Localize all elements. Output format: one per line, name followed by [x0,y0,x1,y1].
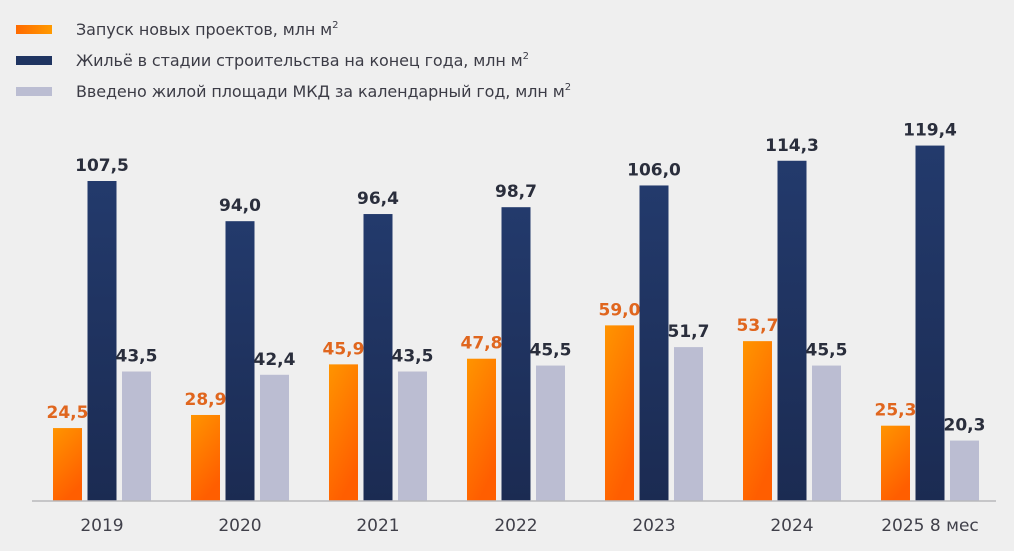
legend-label-under-construction: Жильё в стадии строительства на конец го… [76,51,529,70]
value-label-commissioned-6: 20,3 [944,416,986,436]
value-label-under-construction-1: 94,0 [219,196,261,216]
value-label-under-construction-3: 98,7 [495,182,537,202]
bar-commissioned-5 [812,365,841,501]
bar-new-projects-0 [53,428,82,501]
value-label-new-projects-2: 45,9 [323,339,365,359]
value-label-commissioned-5: 45,5 [806,341,848,361]
bar-under-construction-5 [777,160,807,502]
category-label-2: 2021 [356,516,399,536]
legend-item-under-construction: Жильё в стадии строительства на конец го… [16,45,571,76]
legend-item-commissioned: Введено жилой площади МКД за календарный… [16,76,571,107]
legend-label-commissioned: Введено жилой площади МКД за календарный… [76,82,571,101]
value-label-under-construction-0: 107,5 [75,156,129,176]
value-label-under-construction-5: 114,3 [765,136,819,156]
bar-commissioned-1 [260,374,289,501]
bar-new-projects-4 [605,325,634,501]
legend-swatch-under-construction [16,56,52,65]
bar-commissioned-6 [950,440,979,501]
category-labels-layer: 2019 2020 2021 2022 2023 2024 2025 8 мес [80,516,978,536]
legend-label-new-projects: Запуск новых проектов, млн м2 [76,20,339,39]
bar-commissioned-3 [536,365,565,501]
value-label-under-construction-4: 106,0 [627,160,681,180]
category-label-6: 2025 8 мес [881,516,979,536]
chart-legend: Запуск новых проектов, млн м2 Жильё в ст… [16,14,571,107]
bars-layer [53,145,979,502]
value-label-new-projects-1: 28,9 [185,390,227,410]
bar-under-construction-3 [501,207,531,501]
bar-new-projects-2 [329,364,358,501]
bar-commissioned-2 [398,371,427,501]
legend-swatch-new-projects [16,25,52,34]
category-label-5: 2024 [770,516,813,536]
value-label-new-projects-5: 53,7 [737,316,779,336]
bar-new-projects-3 [467,358,496,501]
value-labels-layer: 24,5 107,5 43,5 28,9 94,0 42,4 45,9 96,4 43,5 47,… [47,121,986,436]
bar-under-construction-4 [639,185,669,501]
value-label-under-construction-6: 119,4 [903,121,957,141]
category-label-0: 2019 [80,516,123,536]
value-label-commissioned-0: 43,5 [116,347,158,367]
value-label-commissioned-2: 43,5 [392,347,434,367]
legend-item-new-projects: Запуск новых проектов, млн м2 [16,14,571,45]
value-label-new-projects-3: 47,8 [461,334,503,354]
bar-new-projects-5 [743,341,772,501]
bar-under-construction-2 [363,214,393,501]
bar-commissioned-4 [674,347,703,501]
value-label-commissioned-4: 51,7 [668,322,710,342]
value-label-new-projects-0: 24,5 [47,403,89,423]
bar-under-construction-0 [87,181,117,501]
category-label-1: 2020 [218,516,261,536]
bar-new-projects-1 [191,414,220,501]
value-label-new-projects-6: 25,3 [875,401,917,421]
category-label-4: 2023 [632,516,675,536]
bar-under-construction-1 [225,221,255,502]
bar-commissioned-0 [122,371,151,501]
value-label-commissioned-3: 45,5 [530,341,572,361]
value-label-commissioned-1: 42,4 [254,350,296,370]
value-label-new-projects-4: 59,0 [599,300,641,320]
category-label-3: 2022 [494,516,537,536]
value-label-under-construction-2: 96,4 [357,189,399,209]
legend-swatch-commissioned [16,87,52,96]
bar-under-construction-6 [915,145,945,501]
bar-new-projects-6 [881,425,910,501]
